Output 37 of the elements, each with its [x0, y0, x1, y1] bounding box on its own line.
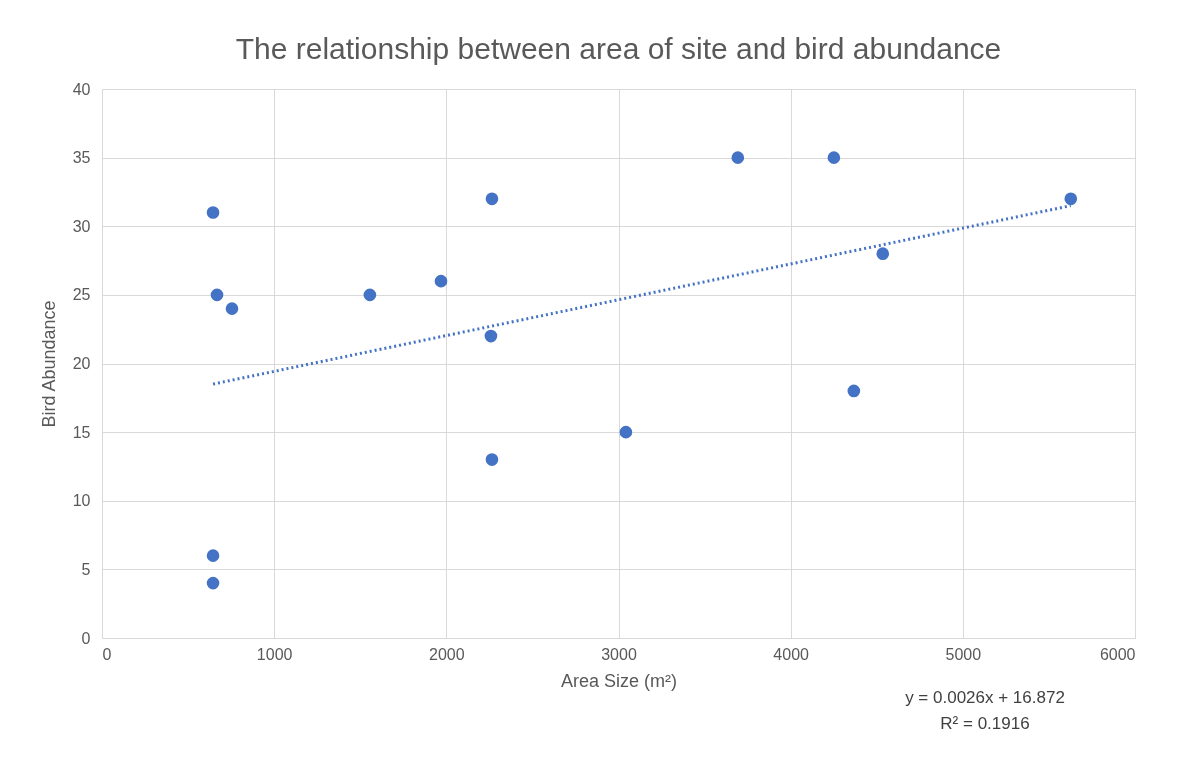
- x-tick-label: 0: [102, 645, 112, 663]
- x-axis-title: Area Size (m²): [560, 670, 678, 691]
- point: [484, 329, 498, 343]
- x-tick-label: 2000: [429, 645, 465, 663]
- y-tick-label: 30: [72, 217, 91, 235]
- text: R² = 0.1916: [940, 714, 1030, 733]
- point: [827, 151, 841, 164]
- x-tick-label: 5000: [945, 645, 982, 663]
- point: [485, 453, 499, 466]
- y-tick-label: 15: [72, 423, 91, 441]
- y-tick-label: 5: [81, 560, 91, 578]
- y-tick-label: 20: [72, 355, 91, 372]
- point: [206, 206, 220, 219]
- point: [225, 302, 239, 315]
- point: [619, 425, 633, 439]
- point: [847, 384, 861, 398]
- y-tick-label: 40: [72, 80, 91, 98]
- y-tick-label: 35: [72, 149, 91, 167]
- point: [434, 274, 448, 288]
- text: y = 0.0026x + 16.872: [905, 688, 1065, 707]
- point: [731, 151, 745, 164]
- y-axis-title: Bird Abundance: [38, 300, 59, 428]
- y-tick-label: 0: [81, 629, 91, 647]
- chart-title: The relationship between area of site and bird abundance: [235, 32, 1002, 65]
- point: [210, 288, 224, 302]
- point: [876, 247, 890, 261]
- x-tick-label: 6000: [1099, 645, 1136, 663]
- point: [363, 288, 377, 302]
- x-tick-label: 1000: [256, 645, 293, 663]
- point: [206, 549, 220, 562]
- y-tick-label: 10: [72, 492, 91, 510]
- x-tick-label: 3000: [601, 645, 637, 663]
- point: [485, 192, 499, 206]
- x-tick-label: 4000: [773, 645, 810, 663]
- point: [1064, 192, 1078, 206]
- y-tick-label: 25: [72, 286, 91, 304]
- point: [206, 576, 220, 590]
